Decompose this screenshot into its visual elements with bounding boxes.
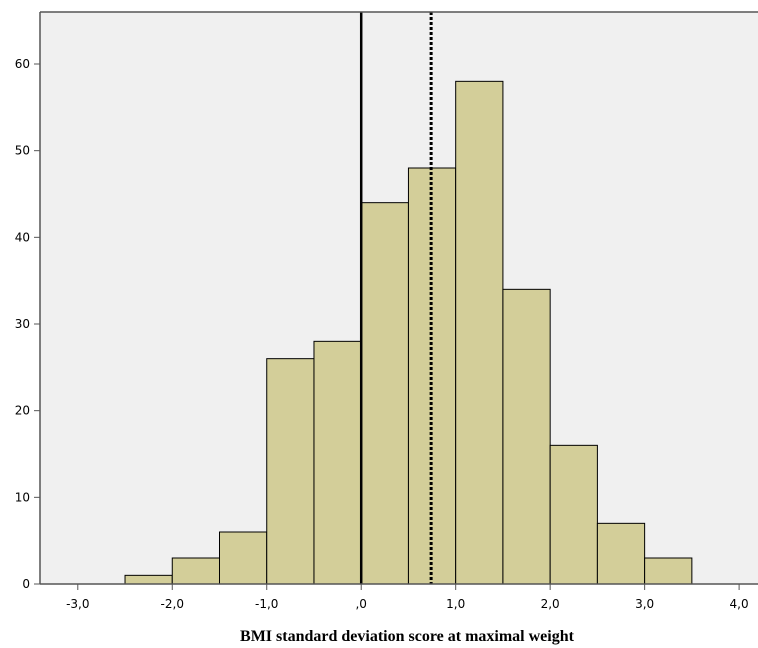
histogram-bar bbox=[644, 557, 693, 585]
y-tick-label: 60 bbox=[15, 57, 30, 71]
x-axis-title: BMI standard deviation score at maximal … bbox=[240, 628, 575, 645]
y-tick-label: 10 bbox=[15, 490, 30, 504]
x-axis-ticks: -3,0 -2,0 -1,0 ,0 1,0 2,0 3,0 4,0 bbox=[66, 584, 749, 611]
histogram-bar bbox=[549, 444, 598, 585]
histogram-bar bbox=[219, 531, 268, 585]
histogram-bar bbox=[266, 358, 315, 585]
histogram-bar bbox=[360, 202, 409, 585]
x-tick-label: -3,0 bbox=[66, 597, 89, 611]
axes-group bbox=[39, 11, 758, 585]
histogram-bar bbox=[407, 167, 457, 585]
bars-group bbox=[124, 80, 693, 585]
x-tick-label: 2,0 bbox=[541, 597, 560, 611]
x-tick-label: -2,0 bbox=[161, 597, 184, 611]
y-tick-label: 20 bbox=[15, 404, 30, 418]
x-tick-label: -1,0 bbox=[255, 597, 278, 611]
histogram-bar bbox=[313, 340, 362, 585]
histogram-bar bbox=[124, 574, 173, 585]
histogram-bar bbox=[455, 80, 504, 585]
y-tick-label: 50 bbox=[15, 144, 30, 158]
x-tick-label: 3,0 bbox=[635, 597, 654, 611]
y-tick-label: 40 bbox=[15, 230, 30, 244]
x-tick-label: 1,0 bbox=[446, 597, 465, 611]
x-tick-label: 4,0 bbox=[730, 597, 749, 611]
reference-lines bbox=[359, 12, 433, 584]
y-axis-ticks: 0 10 20 30 40 50 60 bbox=[15, 57, 40, 591]
y-tick-label: 0 bbox=[22, 577, 30, 591]
histogram-bar bbox=[171, 557, 220, 585]
histogram-bar bbox=[502, 288, 551, 585]
x-tick-label: ,0 bbox=[355, 597, 366, 611]
y-tick-label: 30 bbox=[15, 317, 30, 331]
histogram-bar bbox=[596, 522, 646, 585]
